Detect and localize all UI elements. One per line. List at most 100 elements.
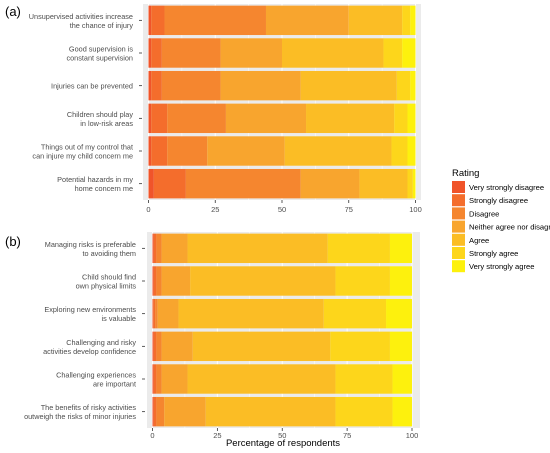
legend-swatch bbox=[452, 247, 465, 259]
panel-b-bar-segment bbox=[153, 396, 157, 427]
panel-a-bar-segment bbox=[185, 168, 301, 199]
panel-b-category-label: is valuable bbox=[102, 314, 136, 323]
panel-b-bar-segment bbox=[153, 298, 156, 329]
panel-b-bar-segment bbox=[392, 396, 412, 427]
panel-b-x-tick-label: 25 bbox=[213, 431, 221, 440]
panel-a: (a) Unsupervised activities increasethe … bbox=[5, 4, 422, 214]
panel-b-category-label: Managing risks is preferable bbox=[45, 240, 136, 249]
panel-a-bar-segment bbox=[407, 136, 416, 166]
panel-a-label: (a) bbox=[5, 4, 21, 19]
panel-a-category-label: the chance of injury bbox=[70, 21, 134, 30]
panel-b-category-label: Challenging experiences bbox=[56, 371, 136, 380]
panel-b-bar-segment bbox=[152, 364, 154, 394]
panel-a-bar-segment bbox=[148, 168, 154, 199]
panel-b-bar-segment bbox=[323, 298, 387, 329]
panel-a-bar-segment bbox=[383, 38, 403, 68]
panel-a-x-tick-labels: 0 25 50 75 100 bbox=[146, 200, 422, 214]
panel-a-gridlines bbox=[148, 4, 416, 200]
legend-item-label: Disagree bbox=[469, 209, 499, 218]
panel-b-category-label: activities develop confidence bbox=[43, 347, 136, 356]
panel-b-bar-segment bbox=[152, 298, 154, 329]
panel-a-bar-segment bbox=[348, 5, 403, 36]
panel-b-bar-segment bbox=[156, 331, 162, 362]
panel-a-x-tick-label: 100 bbox=[409, 205, 422, 214]
panel-a-bar-segment bbox=[282, 38, 384, 68]
panel-a-category-label: Children should play bbox=[67, 110, 133, 119]
panel-b-bar-segment bbox=[156, 266, 162, 296]
panel-a-bar-segment bbox=[148, 136, 152, 166]
panel-a-bar-segment bbox=[284, 136, 392, 166]
panel-b-bar-segment bbox=[153, 331, 157, 362]
panel-b-category-label: Challenging and risky bbox=[66, 338, 136, 347]
panel-a-bar-segment bbox=[164, 5, 266, 36]
panel-a-bar-segment bbox=[167, 136, 208, 166]
panel-b-bar-segment bbox=[153, 233, 157, 264]
panel-a-category-label: Good supervision is bbox=[69, 45, 133, 54]
panel-b-category-label: own physical limits bbox=[76, 282, 137, 291]
panel-b-category-label: to avoiding them bbox=[82, 249, 136, 258]
panel-a-bar-segment bbox=[148, 70, 152, 101]
panel-a-bar-segment bbox=[396, 70, 411, 101]
panel-b-bar-segment bbox=[192, 331, 331, 362]
panel-b-bar-segment bbox=[153, 364, 157, 394]
panel-b-bar-segment bbox=[389, 266, 412, 296]
panel-a-bar-segment bbox=[225, 103, 307, 134]
panel-a-bar-segment bbox=[220, 38, 282, 68]
panel-a-bar-segment bbox=[402, 5, 411, 36]
legend-swatch bbox=[452, 260, 465, 273]
panel-b-bar-segment bbox=[392, 364, 412, 394]
panel-a-bar-segment bbox=[300, 168, 360, 199]
legend-item-label: Very strongly agree bbox=[469, 262, 534, 271]
panel-b-bar-segment bbox=[205, 396, 336, 427]
panel-b-bar-segment bbox=[389, 331, 412, 362]
panel-a-x-tick-label: 25 bbox=[211, 205, 219, 214]
panel-a-bar-segment bbox=[412, 168, 416, 199]
panel-b-bar-segment bbox=[156, 396, 165, 427]
legend-swatch bbox=[452, 207, 465, 220]
panel-b-label: (b) bbox=[5, 234, 21, 249]
panel-b-bar-segment bbox=[187, 233, 328, 264]
panel-b-category-label: The benefits of risky activities bbox=[41, 403, 137, 412]
legend-swatch bbox=[452, 181, 465, 193]
legend-swatch bbox=[452, 194, 465, 207]
panel-b-bar-segment bbox=[152, 396, 154, 427]
panel-a-x-tick-label: 50 bbox=[278, 205, 286, 214]
legend-item-label: Neither agree nor disagree bbox=[469, 223, 550, 232]
panel-b-x-tick-label: 100 bbox=[406, 431, 419, 440]
panel-a-category-label: Injuries can be prevented bbox=[51, 82, 133, 91]
legend-title: Rating bbox=[452, 168, 479, 179]
panel-a-category-label: Potential hazards in my bbox=[57, 175, 133, 184]
panel-b-bar-segment bbox=[190, 266, 336, 296]
panel-a-bar-segment bbox=[402, 38, 416, 68]
panel-b-bar-segment bbox=[152, 331, 154, 362]
panel-a-category-label: constant supervision bbox=[66, 54, 133, 63]
panel-b-bar-segment bbox=[335, 364, 393, 394]
legend-item-label: Strongly agree bbox=[469, 249, 518, 258]
panel-a-bar-segment bbox=[148, 38, 152, 68]
panel-b-bar-segment bbox=[157, 298, 179, 329]
panel-a-bar-segment bbox=[410, 5, 416, 36]
panel-b-bar-segment bbox=[156, 364, 162, 394]
panel-b-bar-segment bbox=[389, 233, 412, 264]
panel-a-bar-segment bbox=[153, 168, 186, 199]
panel-b-bar-segment bbox=[178, 298, 324, 329]
panel-a-bar-segment bbox=[394, 103, 408, 134]
panel-b-bar-segment bbox=[335, 266, 390, 296]
panel-a-bar-segment bbox=[359, 168, 408, 199]
legend-item-label: Agree bbox=[469, 236, 489, 245]
panel-a-bar-segment bbox=[151, 136, 168, 166]
panel-a-category-label: can injure my child concern me bbox=[32, 152, 133, 161]
panel-a-bar-segment bbox=[220, 70, 301, 101]
panel-b-x-tick-labels: 0 25 50 75 100 bbox=[150, 428, 418, 440]
panel-a-bar-segment bbox=[151, 70, 162, 101]
panel-b-bar-segment bbox=[152, 233, 154, 264]
panel-a-bar-segment bbox=[407, 168, 413, 199]
legend-item-label: Strongly disagree bbox=[469, 196, 528, 205]
panel-b-category-label: are important bbox=[93, 380, 136, 389]
panel-b-bar-segment bbox=[153, 266, 157, 296]
panel-a-category-label: in low-risk areas bbox=[80, 119, 133, 128]
